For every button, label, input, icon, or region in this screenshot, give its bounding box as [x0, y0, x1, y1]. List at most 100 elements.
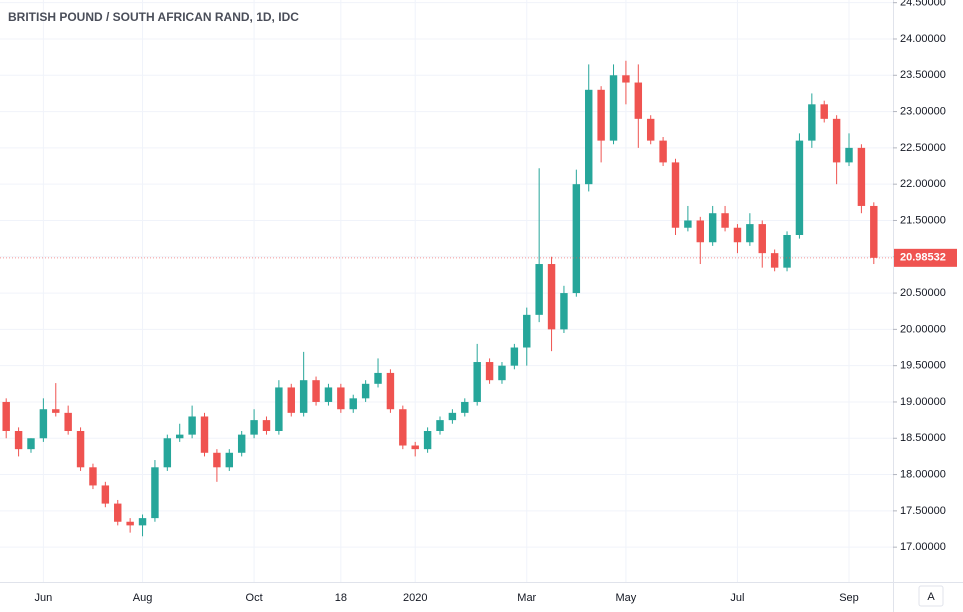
candle-body [659, 140, 667, 163]
candle-body [832, 118, 841, 163]
y-tick-label: 23.50000 [900, 69, 946, 81]
candle-body [126, 521, 134, 526]
candle-body [572, 184, 581, 294]
last-price-box [894, 248, 957, 267]
y-tick-label: 22.00000 [900, 178, 946, 190]
x-tick-label: Oct [246, 592, 263, 604]
candle-body [609, 75, 618, 141]
candle-body [151, 467, 159, 519]
candle-body [138, 518, 147, 526]
candle-body [76, 431, 85, 468]
y-tick-label: 24.00000 [900, 33, 946, 45]
candle-body [770, 253, 779, 268]
y-tick-label: 19.00000 [900, 396, 946, 408]
candle-body [708, 213, 717, 243]
candle-body [237, 434, 246, 453]
candle-body [448, 412, 457, 421]
candle-body [597, 89, 605, 141]
candle-body [473, 362, 481, 402]
candle-body [399, 409, 407, 446]
candle-body [510, 347, 519, 366]
candles [2, 60, 878, 537]
candle-body [498, 365, 506, 381]
candle-body [349, 398, 357, 410]
candle-body [188, 416, 196, 435]
x-tick-label: 18 [335, 592, 347, 604]
candle-body [547, 264, 556, 330]
candle-body [101, 485, 110, 504]
candle-body [287, 387, 295, 413]
last-price-label: 20.98532 [900, 252, 946, 264]
candle-body [411, 445, 419, 450]
candle-body [324, 387, 333, 402]
candle-body [312, 380, 320, 402]
candle-body [808, 104, 816, 141]
candle-body [535, 264, 543, 315]
y-tick-label: 17.50000 [900, 505, 946, 517]
candle-body [2, 401, 10, 432]
candle-body [721, 213, 729, 228]
candle-body [14, 431, 23, 450]
candle-body [386, 372, 395, 410]
candle-body [733, 227, 742, 243]
candle-body [758, 224, 766, 254]
x-tick-label: Jul [730, 592, 744, 604]
candle-body [646, 118, 655, 141]
candle-body [163, 438, 172, 468]
x-tick-label: Aug [133, 592, 153, 604]
candle-body [622, 75, 630, 83]
candle-body [361, 383, 370, 399]
y-tick-label: 18.00000 [900, 468, 946, 480]
candle-body [27, 438, 35, 450]
x-tick-label: Sep [839, 592, 859, 604]
candle-body [52, 409, 60, 413]
candle-body [114, 503, 122, 522]
y-tick-label: 22.50000 [900, 142, 946, 154]
candle-body [845, 147, 853, 163]
candle-body [820, 104, 828, 119]
candle-body [64, 412, 72, 432]
candle-body [423, 431, 432, 450]
y-tick-label: 23.00000 [900, 105, 946, 117]
candle-body [89, 467, 97, 486]
y-tick-label: 17.00000 [900, 541, 946, 553]
candle-body [176, 434, 184, 439]
candle-body [262, 420, 271, 432]
candle-body [870, 205, 878, 258]
y-tick-label: 24.50000 [900, 0, 946, 9]
chart-title: BRITISH POUND / SOUTH AFRICAN RAND, 1D, … [8, 10, 299, 24]
candle-body [225, 452, 234, 468]
candle-body [783, 234, 791, 268]
candle-body [485, 362, 494, 381]
candle-body [684, 220, 692, 228]
candle-body [337, 387, 345, 410]
candle-body [299, 380, 308, 413]
candle-body [250, 420, 258, 435]
y-tick-label: 21.50000 [900, 214, 946, 226]
candle-body [39, 409, 48, 439]
candle-body [857, 147, 866, 206]
candle-body [200, 416, 209, 453]
candle-body [795, 140, 804, 235]
autoscale-button[interactable] [918, 585, 944, 607]
candle-body [436, 420, 444, 432]
candle-body [374, 372, 382, 384]
x-tick-label: Jun [35, 592, 53, 604]
y-tick-label: 18.50000 [900, 432, 946, 444]
candle-body [696, 220, 704, 243]
x-tick-label: 2020 [403, 592, 427, 604]
y-tick-label: 20.00000 [900, 323, 946, 335]
candle-body [634, 82, 643, 119]
candle-body [275, 387, 283, 432]
x-tick-label: May [616, 592, 637, 604]
autoscale-label[interactable]: A [927, 591, 935, 603]
candle-body [213, 452, 221, 468]
candle-body [746, 224, 754, 243]
grid [0, 0, 893, 582]
candle-body [585, 89, 593, 185]
candle-body [461, 401, 469, 413]
candle-body [523, 314, 531, 348]
